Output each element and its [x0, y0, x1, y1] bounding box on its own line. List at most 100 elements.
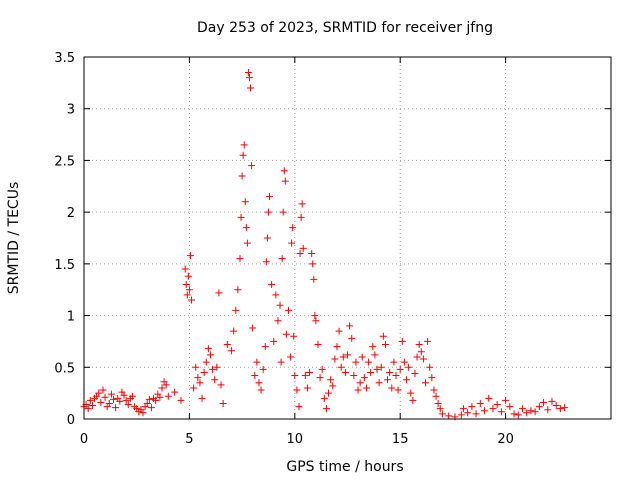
axis-ticks [83, 56, 611, 420]
data-point [424, 337, 432, 345]
data-point [255, 379, 263, 387]
x-tick-label: 15 [392, 432, 409, 447]
data-point [241, 198, 249, 206]
data-point [392, 372, 400, 380]
data-point [97, 398, 105, 406]
data-point [390, 358, 398, 366]
data-point [278, 255, 286, 263]
data-point [396, 365, 404, 373]
data-point [306, 368, 314, 376]
data-point [295, 403, 303, 411]
data-point [415, 341, 423, 349]
data-point [248, 162, 256, 170]
data-point [116, 397, 124, 405]
data-point [335, 327, 343, 335]
data-point [352, 358, 360, 366]
data-point [413, 353, 421, 361]
data-point [375, 379, 383, 387]
data-point [95, 389, 103, 397]
data-point [264, 208, 272, 216]
data-point [535, 403, 543, 411]
data-point [337, 363, 345, 371]
data-point [244, 69, 252, 77]
data-point [552, 402, 560, 410]
data-point [308, 250, 316, 258]
data-point [122, 396, 130, 404]
y-tick-label: 1 [67, 310, 75, 325]
data-point [192, 363, 200, 371]
data-point [185, 286, 193, 294]
data-point [215, 289, 223, 297]
data-point [240, 141, 248, 149]
data-point [329, 382, 337, 390]
data-point [388, 384, 396, 392]
data-point [356, 379, 364, 387]
data-point [196, 379, 204, 387]
data-point [86, 396, 94, 404]
data-point [234, 286, 242, 294]
data-point [270, 337, 278, 345]
data-point [367, 368, 375, 376]
data-point [333, 343, 341, 351]
data-point [181, 265, 189, 273]
x-tick-label: 10 [287, 432, 304, 447]
data-point [206, 351, 214, 359]
data-point [430, 386, 438, 394]
data-point [110, 395, 118, 403]
data-point [213, 363, 221, 371]
data-point [156, 393, 164, 401]
data-point [101, 393, 109, 401]
data-point [99, 386, 107, 394]
data-point [497, 408, 505, 416]
data-point [276, 301, 284, 309]
data-point [247, 84, 255, 92]
data-points [80, 69, 569, 421]
data-point [298, 200, 306, 208]
data-point [371, 351, 379, 359]
plot-frame [83, 56, 612, 420]
data-point [481, 407, 489, 415]
data-point [464, 409, 472, 417]
data-point [421, 379, 429, 387]
data-point [124, 401, 132, 409]
data-point [202, 358, 210, 366]
data-point [493, 401, 501, 409]
data-point [403, 376, 411, 384]
data-point [489, 405, 497, 413]
data-point [239, 151, 247, 159]
data-point [297, 213, 305, 221]
data-point [249, 324, 257, 332]
data-point [510, 410, 518, 418]
data-point [419, 355, 427, 363]
data-point [120, 391, 128, 399]
data-point [194, 374, 202, 382]
data-point [259, 365, 267, 373]
data-point [284, 306, 292, 314]
data-point [251, 372, 259, 380]
data-point [209, 365, 217, 373]
data-point [502, 396, 510, 404]
data-point [182, 281, 190, 289]
data-point [277, 358, 285, 366]
data-point [540, 398, 548, 406]
data-point [190, 384, 198, 392]
data-point [400, 358, 408, 366]
data-point [438, 410, 446, 418]
data-point [301, 372, 309, 380]
data-point [468, 403, 476, 411]
data-point [242, 224, 250, 232]
data-point [171, 388, 179, 396]
data-point [514, 411, 522, 419]
data-point [373, 365, 381, 373]
data-point [279, 208, 287, 216]
data-point [289, 224, 297, 232]
y-tick-label: 2.5 [54, 154, 75, 169]
data-point [360, 374, 368, 382]
data-point [238, 172, 246, 180]
data-point [198, 394, 206, 402]
data-point [548, 397, 556, 405]
tick-labels: 0 0.5 1 1.5 2 2.5 3 3.5 0 5 10 15 20 [54, 51, 514, 447]
data-point [158, 384, 166, 392]
data-point [272, 291, 280, 299]
data-point [325, 389, 333, 397]
